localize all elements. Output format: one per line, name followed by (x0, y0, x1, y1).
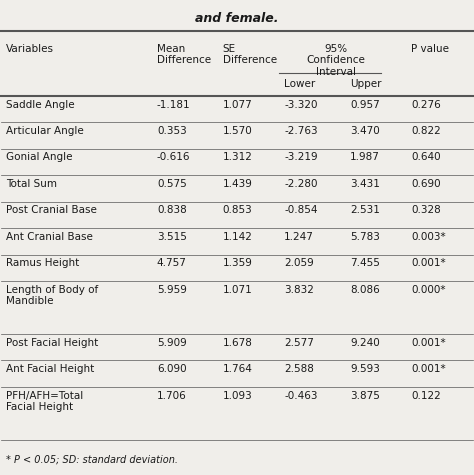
Text: 0.822: 0.822 (411, 126, 441, 136)
Text: 1.439: 1.439 (223, 179, 253, 189)
Text: 1.359: 1.359 (223, 258, 253, 268)
Text: 2.588: 2.588 (284, 364, 314, 374)
Text: 1.142: 1.142 (223, 232, 253, 242)
Text: 0.640: 0.640 (411, 152, 441, 162)
Text: 1.071: 1.071 (223, 285, 253, 294)
Text: 0.276: 0.276 (411, 100, 441, 110)
Text: 5.783: 5.783 (350, 232, 380, 242)
Text: PFH/AFH=Total
Facial Height: PFH/AFH=Total Facial Height (6, 390, 83, 412)
Text: Ramus Height: Ramus Height (6, 258, 79, 268)
Text: Total Sum: Total Sum (6, 179, 57, 189)
Text: -3.320: -3.320 (284, 100, 318, 110)
Text: 0.003*: 0.003* (411, 232, 446, 242)
Text: 3.875: 3.875 (350, 390, 380, 400)
Text: 0.957: 0.957 (350, 100, 380, 110)
Text: 0.000*: 0.000* (411, 285, 446, 294)
Text: Gonial Angle: Gonial Angle (6, 152, 73, 162)
Text: -0.854: -0.854 (284, 205, 318, 215)
Text: 7.455: 7.455 (350, 258, 380, 268)
Text: Mean
Difference: Mean Difference (157, 44, 211, 66)
Text: Lower: Lower (284, 79, 315, 89)
Text: Variables: Variables (6, 44, 54, 54)
Text: 1.312: 1.312 (223, 152, 253, 162)
Text: 0.690: 0.690 (411, 179, 441, 189)
Text: 1.077: 1.077 (223, 100, 253, 110)
Text: Post Facial Height: Post Facial Height (6, 338, 98, 348)
Text: 95%
Confidence
Interval: 95% Confidence Interval (307, 44, 365, 77)
Text: Post Cranial Base: Post Cranial Base (6, 205, 97, 215)
Text: 1.678: 1.678 (223, 338, 253, 348)
Text: 3.515: 3.515 (157, 232, 187, 242)
Text: Ant Cranial Base: Ant Cranial Base (6, 232, 93, 242)
Text: 1.987: 1.987 (350, 152, 380, 162)
Text: 1.570: 1.570 (223, 126, 253, 136)
Text: 2.531: 2.531 (350, 205, 380, 215)
Text: -1.181: -1.181 (157, 100, 191, 110)
Text: 1.247: 1.247 (284, 232, 314, 242)
Text: 0.353: 0.353 (157, 126, 187, 136)
Text: P value: P value (411, 44, 449, 54)
Text: -2.763: -2.763 (284, 126, 318, 136)
Text: 0.001*: 0.001* (411, 338, 446, 348)
Text: 5.959: 5.959 (157, 285, 187, 294)
Text: 1.706: 1.706 (157, 390, 187, 400)
Text: -2.280: -2.280 (284, 179, 318, 189)
Text: 8.086: 8.086 (350, 285, 380, 294)
Text: 2.577: 2.577 (284, 338, 314, 348)
Text: 2.059: 2.059 (284, 258, 314, 268)
Text: 0.838: 0.838 (157, 205, 187, 215)
Text: * P < 0.05; SD: standard deviation.: * P < 0.05; SD: standard deviation. (6, 454, 178, 464)
Text: -0.616: -0.616 (157, 152, 191, 162)
Text: 0.853: 0.853 (223, 205, 253, 215)
Text: Length of Body of
Mandible: Length of Body of Mandible (6, 285, 98, 306)
Text: 3.431: 3.431 (350, 179, 380, 189)
Text: -0.463: -0.463 (284, 390, 318, 400)
Text: 4.757: 4.757 (157, 258, 187, 268)
Text: Saddle Angle: Saddle Angle (6, 100, 75, 110)
Text: Upper: Upper (350, 79, 382, 89)
Text: 9.593: 9.593 (350, 364, 380, 374)
Text: 0.575: 0.575 (157, 179, 187, 189)
Text: -3.219: -3.219 (284, 152, 318, 162)
Text: Ant Facial Height: Ant Facial Height (6, 364, 94, 374)
Text: Articular Angle: Articular Angle (6, 126, 84, 136)
Text: 3.470: 3.470 (350, 126, 380, 136)
Text: 6.090: 6.090 (157, 364, 186, 374)
Text: 9.240: 9.240 (350, 338, 380, 348)
Text: 0.122: 0.122 (411, 390, 441, 400)
Text: SE
Difference: SE Difference (223, 44, 277, 66)
Text: 1.764: 1.764 (223, 364, 253, 374)
Text: 0.001*: 0.001* (411, 258, 446, 268)
Text: 1.093: 1.093 (223, 390, 253, 400)
Text: 3.832: 3.832 (284, 285, 314, 294)
Text: 5.909: 5.909 (157, 338, 187, 348)
Text: and female.: and female. (195, 12, 279, 25)
Text: 0.328: 0.328 (411, 205, 441, 215)
Text: 0.001*: 0.001* (411, 364, 446, 374)
